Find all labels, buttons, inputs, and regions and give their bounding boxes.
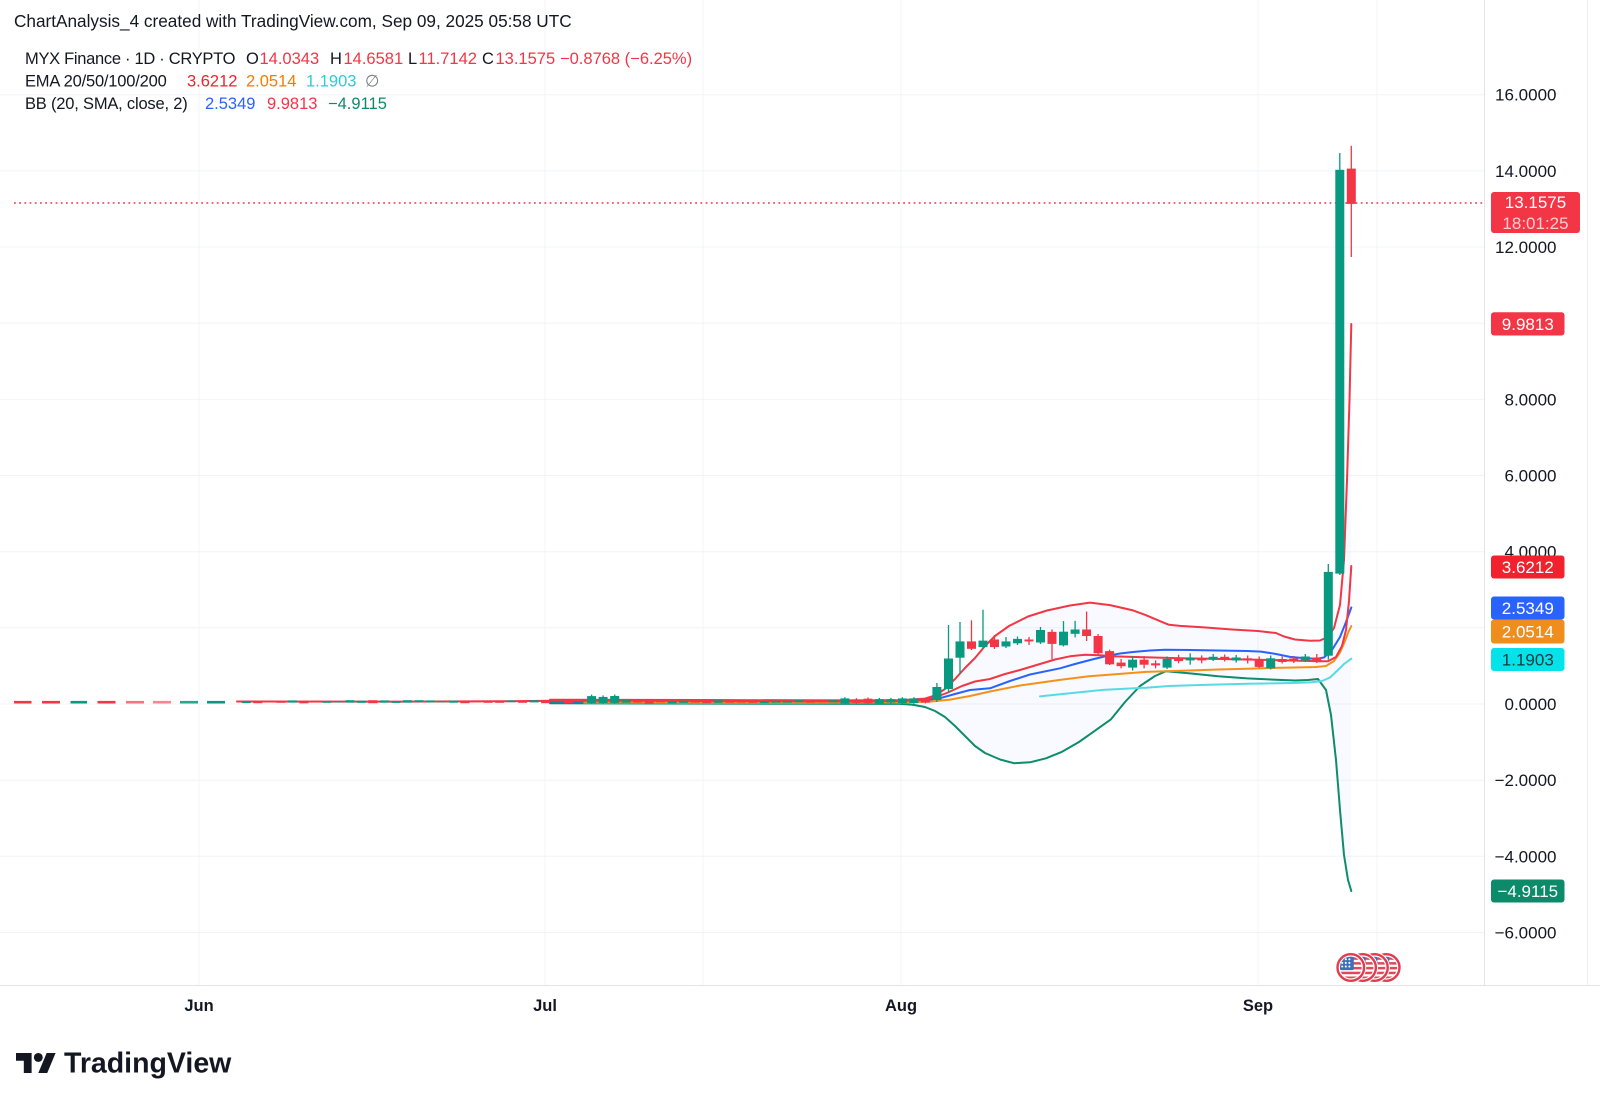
svg-text:O: O [246, 50, 259, 68]
svg-text:BB (20, SMA, close, 2): BB (20, SMA, close, 2) [25, 95, 188, 113]
svg-text:6.0000: 6.0000 [1505, 467, 1557, 486]
svg-text:EMA 20/50/100/200: EMA 20/50/100/200 [25, 73, 167, 91]
svg-text:13.1575: 13.1575 [1505, 193, 1566, 212]
svg-text:13.1575: 13.1575 [496, 50, 556, 68]
svg-text:14.0000: 14.0000 [1495, 162, 1556, 181]
svg-text:−0.8768 (−6.25%): −0.8768 (−6.25%) [560, 50, 692, 68]
svg-text:1.1903: 1.1903 [1502, 651, 1554, 670]
svg-text:−6.0000: −6.0000 [1495, 924, 1557, 943]
svg-text:−4.9115: −4.9115 [1497, 882, 1558, 901]
svg-text:0.0000: 0.0000 [1505, 695, 1557, 714]
svg-text:2.5349: 2.5349 [205, 95, 255, 113]
svg-text:Jul: Jul [533, 997, 557, 1015]
svg-text:Aug: Aug [885, 997, 917, 1015]
svg-text:14.0343: 14.0343 [260, 50, 320, 68]
svg-text:14.6581: 14.6581 [344, 50, 404, 68]
svg-text:3.6212: 3.6212 [187, 73, 237, 91]
svg-text:Sep: Sep [1243, 997, 1273, 1015]
svg-text:12.0000: 12.0000 [1495, 238, 1556, 257]
svg-text:11.7142: 11.7142 [419, 50, 477, 68]
svg-text:2.0514: 2.0514 [246, 73, 296, 91]
svg-text:9.9813: 9.9813 [1502, 315, 1554, 334]
svg-text:L: L [408, 50, 417, 68]
svg-text:∅: ∅ [365, 73, 379, 91]
svg-text:−2.0000: −2.0000 [1495, 771, 1557, 790]
svg-text:C: C [482, 50, 494, 68]
svg-text:ChartAnalysis_4 created with T: ChartAnalysis_4 created with TradingView… [14, 11, 572, 31]
svg-text:18:01:25: 18:01:25 [1502, 214, 1568, 233]
svg-text:3.6212: 3.6212 [1502, 558, 1554, 577]
svg-text:MYX Finance · 1D · CRYPTO: MYX Finance · 1D · CRYPTO [25, 50, 236, 68]
svg-text:H: H [330, 50, 342, 68]
svg-text:2.5349: 2.5349 [1502, 599, 1554, 618]
svg-text:1.1903: 1.1903 [306, 73, 356, 91]
svg-text:8.0000: 8.0000 [1505, 390, 1557, 409]
svg-text:16.0000: 16.0000 [1495, 86, 1556, 105]
svg-text:TradingView: TradingView [64, 1048, 232, 1080]
svg-text:−4.0000: −4.0000 [1495, 847, 1557, 866]
svg-text:9.9813: 9.9813 [267, 95, 317, 113]
svg-text:2.0514: 2.0514 [1502, 623, 1554, 642]
svg-text:−4.9115: −4.9115 [328, 95, 387, 113]
svg-text:Jun: Jun [184, 997, 213, 1015]
